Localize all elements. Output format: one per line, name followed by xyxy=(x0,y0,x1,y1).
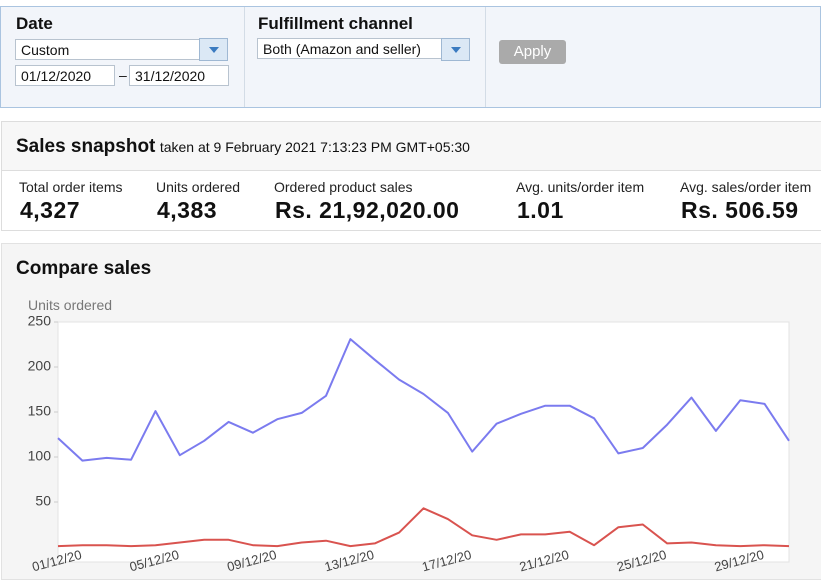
series-line xyxy=(57,507,790,548)
x-tick-label: 01/12/20 xyxy=(30,547,83,575)
compare-title: Compare sales xyxy=(16,258,152,279)
y-tick-label: 50 xyxy=(35,493,51,509)
metric-value: 1.01 xyxy=(517,197,564,223)
separator xyxy=(485,7,486,107)
channel-select[interactable]: Both (Amazon and seller) xyxy=(257,38,442,59)
y-tick-label: 200 xyxy=(28,358,52,374)
y-axis-title: Units ordered xyxy=(28,297,112,313)
plot-area xyxy=(57,321,790,563)
metric-value: Rs. 21,92,020.00 xyxy=(275,197,460,223)
metric-label: Avg. units/order item xyxy=(516,179,645,195)
date-from[interactable]: 01/12/2020 xyxy=(15,65,115,86)
date-to[interactable]: 31/12/2020 xyxy=(129,65,229,86)
metric-label: Units ordered xyxy=(156,179,241,195)
date-preset[interactable]: Custom xyxy=(15,39,200,60)
series-line xyxy=(57,338,790,462)
channel-label: Fulfillment channel xyxy=(258,14,413,33)
metric-value: 4,383 xyxy=(157,197,218,223)
separator xyxy=(244,7,245,107)
snapshot-box: Sales snapshot taken at 9 February 2021 … xyxy=(1,121,821,231)
y-tick-label: 250 xyxy=(28,313,52,329)
metric-value: 4,327 xyxy=(20,197,81,223)
date-label: Date xyxy=(16,14,53,33)
snapshot-header xyxy=(2,122,821,171)
snapshot-title-row: Sales snapshot taken at 9 February 2021 … xyxy=(16,136,470,158)
date-separator: – xyxy=(119,67,127,83)
y-tick-label: 100 xyxy=(28,448,52,464)
dropdown-arrow[interactable] xyxy=(441,38,470,61)
apply-button[interactable]: Apply xyxy=(499,40,566,64)
metric-label: Avg. sales/order item xyxy=(680,179,812,195)
dropdown-arrow[interactable] xyxy=(199,38,228,61)
filter-panel: Date Custom 01/12/2020 – 31/12/2020 Fulf… xyxy=(0,6,821,108)
snapshot-time: taken at 9 February 2021 7:13:23 PM GMT+… xyxy=(159,139,470,155)
metric-label: Total order items xyxy=(19,179,123,195)
metric-value: Rs. 506.59 xyxy=(681,197,799,223)
y-tick-label: 150 xyxy=(28,403,52,419)
metric-label: Ordered product sales xyxy=(274,179,413,195)
snapshot-title: Sales snapshot xyxy=(16,136,156,157)
